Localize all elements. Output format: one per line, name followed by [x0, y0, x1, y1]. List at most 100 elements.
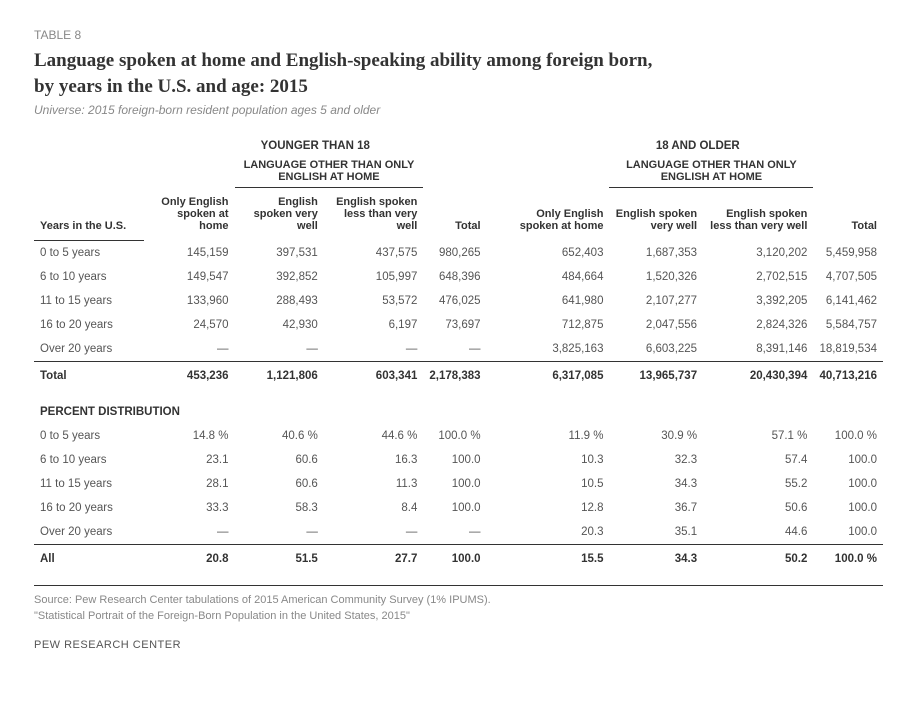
cell: 12.8: [513, 496, 610, 520]
cell: 6,603,225: [609, 337, 703, 362]
cell: 3,825,163: [513, 337, 610, 362]
total-abs-label: Total: [34, 361, 144, 390]
cell: 5,584,757: [813, 313, 883, 337]
lang-group-header-row: LANGUAGE OTHER THAN ONLY ENGLISH AT HOME…: [34, 154, 883, 188]
cell: 24,570: [144, 313, 235, 337]
col-total-y: Total: [423, 188, 486, 241]
cell: 28.1: [144, 472, 235, 496]
cell: 980,265: [423, 240, 486, 265]
cell: 2,824,326: [703, 313, 813, 337]
cell: 100.0 %: [813, 424, 883, 448]
table-row: 11 to 15 years28.160.611.3100.010.534.35…: [34, 472, 883, 496]
cell: 23.1: [144, 448, 235, 472]
cell: 2,107,277: [609, 289, 703, 313]
header-lang-other-young: LANGUAGE OTHER THAN ONLY ENGLISH AT HOME: [235, 154, 424, 188]
row-label: 11 to 15 years: [34, 472, 144, 496]
cell: 18,819,534: [813, 337, 883, 362]
cell: 34.3: [609, 544, 703, 573]
page-title: Language spoken at home and English-spea…: [34, 48, 883, 99]
cell: 484,664: [513, 265, 610, 289]
cell: 60.6: [235, 472, 324, 496]
cell: 14.8 %: [144, 424, 235, 448]
cell: 453,236: [144, 361, 235, 390]
table-row: 6 to 10 years23.160.616.3100.010.332.357…: [34, 448, 883, 472]
cell: 392,852: [235, 265, 324, 289]
cell: 40.6 %: [235, 424, 324, 448]
cell: 100.0: [423, 544, 486, 573]
cell: 20,430,394: [703, 361, 813, 390]
cell: 641,980: [513, 289, 610, 313]
cell: 603,341: [324, 361, 424, 390]
table-row: 0 to 5 years14.8 %40.6 %44.6 %100.0 %11.…: [34, 424, 883, 448]
cell: 100.0: [813, 520, 883, 545]
table-row: 11 to 15 years133,960288,49353,572476,02…: [34, 289, 883, 313]
cell: 6,317,085: [513, 361, 610, 390]
cell: 3,120,202: [703, 240, 813, 265]
cell: 2,047,556: [609, 313, 703, 337]
cell: 10.3: [513, 448, 610, 472]
cell: 288,493: [235, 289, 324, 313]
cell: 100.0: [423, 496, 486, 520]
cell: 57.4: [703, 448, 813, 472]
cell: 57.1 %: [703, 424, 813, 448]
row-label: 0 to 5 years: [34, 240, 144, 265]
total-pct-label: All: [34, 544, 144, 573]
cell: 5,459,958: [813, 240, 883, 265]
cell: 100.0: [813, 472, 883, 496]
cell: 10.5: [513, 472, 610, 496]
row-label: 6 to 10 years: [34, 265, 144, 289]
cell: 55.2: [703, 472, 813, 496]
row-label: 16 to 20 years: [34, 496, 144, 520]
cell: 50.6: [703, 496, 813, 520]
source-notes: Source: Pew Research Center tabulations …: [34, 585, 883, 625]
table-row: 0 to 5 years145,159397,531437,575980,265…: [34, 240, 883, 265]
header-lang-other-old: LANGUAGE OTHER THAN ONLY ENGLISH AT HOME: [609, 154, 813, 188]
cell: 476,025: [423, 289, 486, 313]
cell: 8,391,146: [703, 337, 813, 362]
cell: 6,197: [324, 313, 424, 337]
cell: —: [324, 337, 424, 362]
cell: 34.3: [609, 472, 703, 496]
cell: 36.7: [609, 496, 703, 520]
cell: 397,531: [235, 240, 324, 265]
cell: 42,930: [235, 313, 324, 337]
org-credit: PEW RESEARCH CENTER: [34, 639, 883, 651]
table-row: Over 20 years————20.335.144.6100.0: [34, 520, 883, 545]
cell: 1,520,326: [609, 265, 703, 289]
cell: —: [423, 337, 486, 362]
cell: —: [144, 337, 235, 362]
row-label: 16 to 20 years: [34, 313, 144, 337]
note-report: "Statistical Portrait of the Foreign-Bor…: [34, 608, 883, 625]
cell: 20.3: [513, 520, 610, 545]
cell: 44.6: [703, 520, 813, 545]
cell: 100.0 %: [813, 544, 883, 573]
cell: 100.0 %: [423, 424, 486, 448]
col-very-well-y: English spoken very well: [235, 188, 324, 241]
cell: 20.8: [144, 544, 235, 573]
cell: 58.3: [235, 496, 324, 520]
cell: 11.9 %: [513, 424, 610, 448]
cell: 105,997: [324, 265, 424, 289]
cell: 100.0: [423, 448, 486, 472]
table-row: 16 to 20 years24,57042,9306,19773,697712…: [34, 313, 883, 337]
table-row: Over 20 years————3,825,1636,603,2258,391…: [34, 337, 883, 362]
data-table: YOUNGER THAN 18 18 AND OLDER LANGUAGE OT…: [34, 135, 883, 573]
age-group-header-row: YOUNGER THAN 18 18 AND OLDER: [34, 135, 883, 154]
row-label: 0 to 5 years: [34, 424, 144, 448]
cell: 149,547: [144, 265, 235, 289]
cell: 32.3: [609, 448, 703, 472]
cell: —: [144, 520, 235, 545]
cell: 145,159: [144, 240, 235, 265]
cell: 40,713,216: [813, 361, 883, 390]
cell: 44.6 %: [324, 424, 424, 448]
cell: —: [235, 520, 324, 545]
cell: 712,875: [513, 313, 610, 337]
cell: 133,960: [144, 289, 235, 313]
cell: 1,687,353: [609, 240, 703, 265]
col-only-en-o: Only English spoken at home: [513, 188, 610, 241]
col-less-well-y: English spoken less than very well: [324, 188, 424, 241]
cell: 50.2: [703, 544, 813, 573]
cell: 51.5: [235, 544, 324, 573]
table-label: TABLE 8: [34, 28, 883, 42]
row-label: Over 20 years: [34, 337, 144, 362]
